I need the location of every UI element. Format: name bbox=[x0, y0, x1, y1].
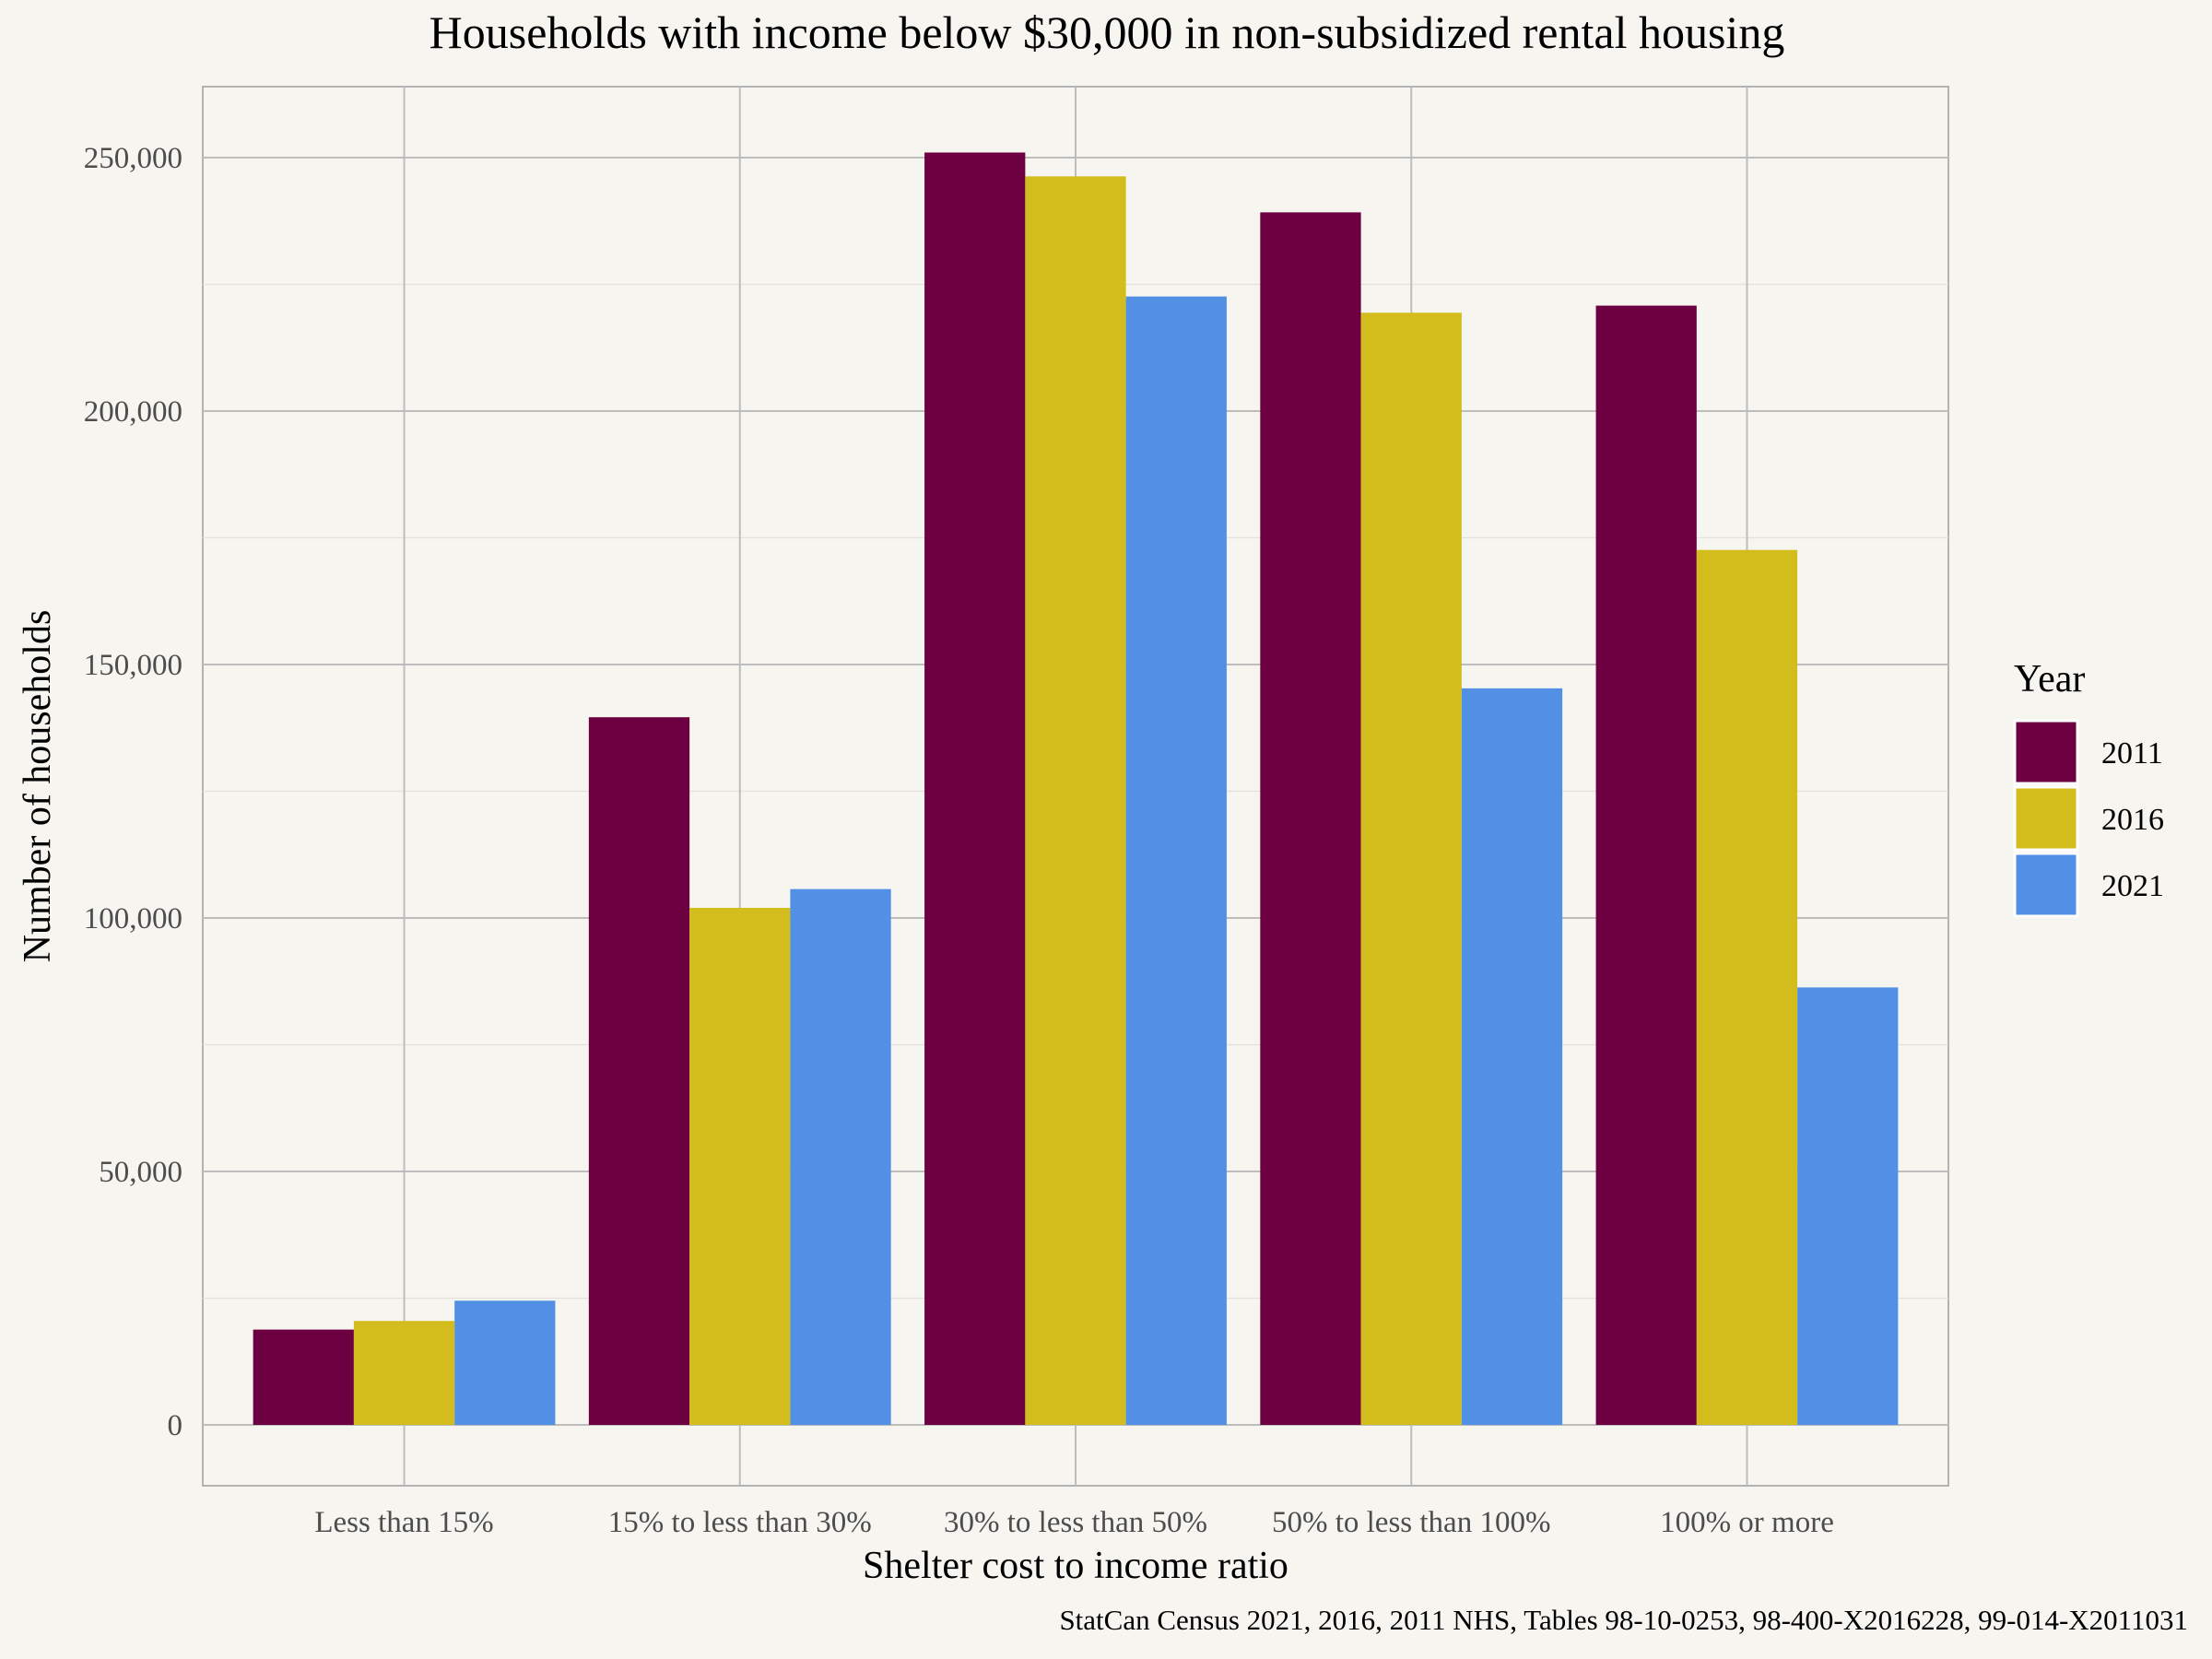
x-tick-label: 15% to less than 30% bbox=[608, 1506, 872, 1539]
bar-2016 bbox=[353, 1321, 455, 1425]
legend-title: Year bbox=[2014, 658, 2085, 700]
bar-2016 bbox=[1360, 312, 1462, 1425]
bars bbox=[253, 152, 1899, 1426]
bar-2011 bbox=[253, 1329, 354, 1425]
y-axis-label: Number of households bbox=[17, 610, 59, 963]
y-tick-label: 0 bbox=[168, 1409, 183, 1442]
bar-2021 bbox=[454, 1300, 556, 1425]
plot-panel bbox=[202, 86, 1949, 1487]
bar-2021 bbox=[790, 888, 891, 1425]
y-axis-ticks: 0 50,000 100,000 150,000 200,000 250,000 bbox=[84, 142, 182, 1442]
y-tick-label: 250,000 bbox=[84, 142, 182, 175]
y-tick-label: 50,000 bbox=[99, 1156, 182, 1189]
legend-label: 2021 bbox=[2101, 869, 2164, 903]
legend: Year 2011 2016 2021 bbox=[2013, 658, 2164, 918]
x-tick-label: 30% to less than 50% bbox=[944, 1506, 1207, 1539]
y-tick-label: 100,000 bbox=[84, 902, 182, 935]
bar-2016 bbox=[1025, 176, 1126, 1426]
bar-2021 bbox=[1125, 296, 1227, 1426]
legend-label: 2011 bbox=[2101, 736, 2163, 771]
x-tick-label: 50% to less than 100% bbox=[1272, 1506, 1550, 1539]
x-axis-ticks: Less than 15% 15% to less than 30% 30% to … bbox=[314, 1506, 1833, 1539]
y-tick-label: 150,000 bbox=[84, 649, 182, 682]
bar-2011 bbox=[924, 152, 1026, 1425]
bar-2011 bbox=[1260, 212, 1361, 1425]
y-tick-label: 200,000 bbox=[84, 395, 182, 429]
legend-items: 2011 2016 2021 bbox=[2013, 719, 2164, 918]
legend-key-2011 bbox=[2013, 719, 2079, 785]
bar-2021 bbox=[1797, 987, 1899, 1425]
x-tick-label: Less than 15% bbox=[314, 1506, 493, 1539]
bar-2011 bbox=[588, 717, 690, 1425]
bar-2016 bbox=[689, 908, 791, 1425]
bar-2021 bbox=[1461, 688, 1563, 1425]
x-tick-label: 100% or more bbox=[1660, 1506, 1834, 1539]
x-axis-label: Shelter cost to income ratio bbox=[863, 1545, 1288, 1587]
bar-2016 bbox=[1696, 549, 1798, 1425]
legend-key-2021 bbox=[2013, 852, 2079, 918]
chart-title: Households with income below $30,000 in … bbox=[429, 6, 1785, 58]
legend-key-2016 bbox=[2013, 785, 2079, 852]
bar-2011 bbox=[1595, 305, 1697, 1426]
legend-label: 2016 bbox=[2101, 803, 2164, 837]
source-caption: StatCan Census 2021, 2016, 2011 NHS, Tab… bbox=[1059, 1604, 2188, 1636]
